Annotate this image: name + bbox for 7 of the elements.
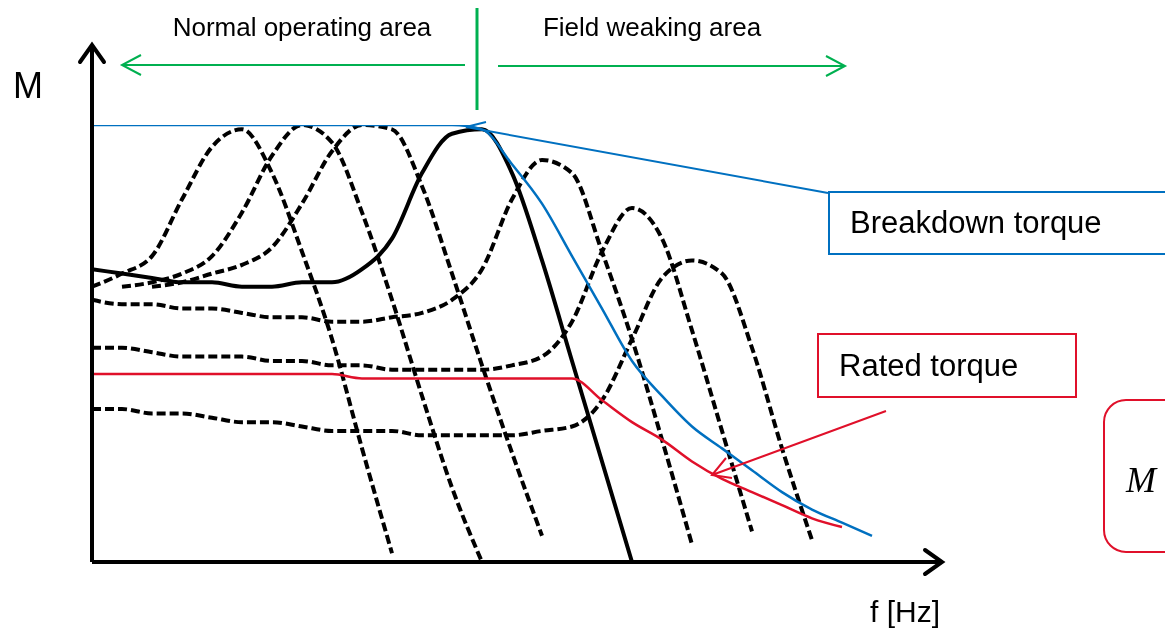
text: Rated torque [817,333,1077,398]
text: Field weaking area [542,12,762,42]
text: Normal operating area [172,12,432,42]
text: M [1125,460,1158,500]
x-axis-title: f [Hz] [869,595,941,628]
y-axis-title: M [13,65,43,106]
text: Breakdown torque [828,191,1165,255]
